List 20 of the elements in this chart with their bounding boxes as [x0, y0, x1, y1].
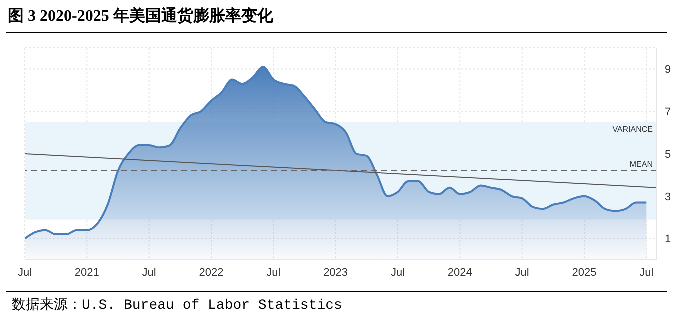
y-tick-label: 1 [665, 234, 672, 246]
ref-line-label: MEAN [630, 160, 654, 169]
band-label: VARIANCE [612, 124, 653, 134]
x-tick-label: Jul [515, 266, 530, 279]
x-tick-label: 2023 [324, 266, 348, 279]
x-tick-label: 2025 [572, 266, 597, 279]
x-tick-label: Jul [390, 266, 406, 279]
chart-title: 图 3 2020-2025 年美国通货膨胀率变化 [8, 6, 274, 27]
x-tick-label: Jul [142, 266, 156, 279]
x-tick-label: 2024 [448, 266, 472, 279]
y-tick-label: 7 [665, 106, 672, 119]
x-tick-label: Jul [18, 266, 32, 279]
x-tick-label: Jul [640, 266, 654, 279]
y-tick-label: 9 [665, 64, 672, 76]
x-tick-label: 2022 [199, 266, 224, 279]
x-tick-label: 2021 [74, 266, 100, 279]
y-tick-label: 3 [665, 191, 672, 204]
source-note: 数据来源：U.S. Bureau of Labor Statistics [12, 296, 342, 314]
x-tick-label: Jul [266, 266, 281, 279]
y-tick-label: 5 [665, 148, 672, 161]
